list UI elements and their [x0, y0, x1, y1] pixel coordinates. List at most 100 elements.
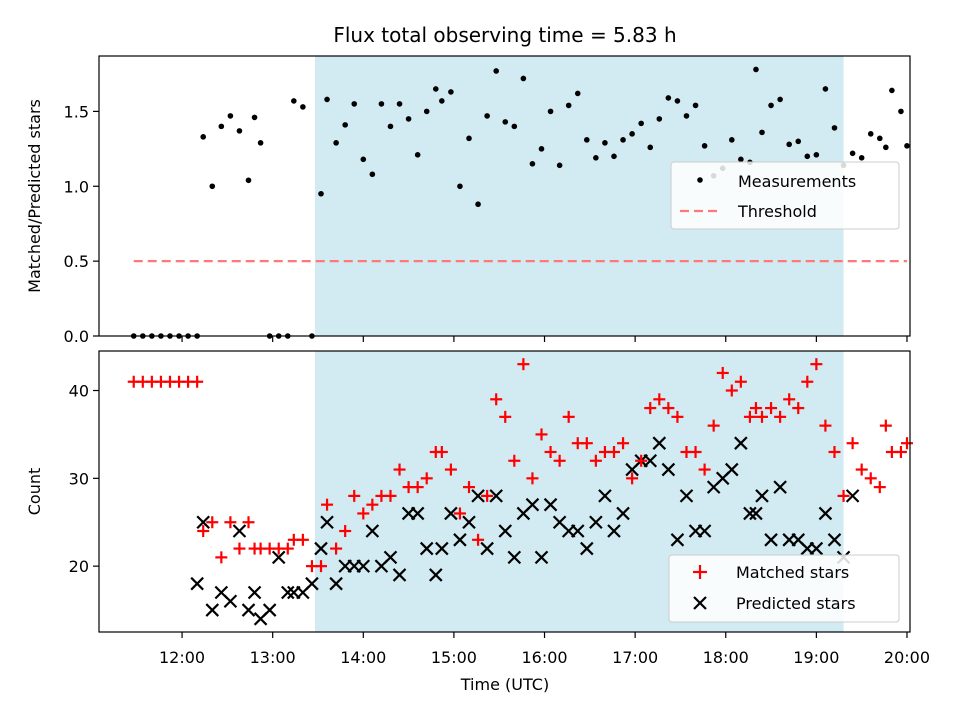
measurement-point: [556, 162, 563, 169]
measurement-point: [547, 108, 554, 115]
matched-stars-point: [810, 358, 823, 371]
matched-stars-point: [411, 481, 424, 494]
bottom-legend: Matched stars Predicted stars: [668, 554, 900, 623]
measurement-point: [611, 153, 617, 160]
matched-stars-point: [671, 410, 684, 423]
predicted-stars-point: [616, 506, 630, 521]
xtick-label: 19:00: [793, 648, 839, 667]
measurement-point: [333, 140, 339, 146]
measurement-point: [620, 137, 626, 143]
xtick-label: 20:00: [884, 648, 930, 667]
predicted-stars-point: [205, 603, 220, 617]
measurement-point: [360, 156, 367, 163]
measurement-point: [511, 123, 518, 130]
top-legend: Measurements Threshold: [670, 161, 900, 230]
xtick-label: 14:00: [340, 648, 386, 667]
matched-stars-points: [127, 358, 913, 573]
measurement-point: [822, 86, 829, 92]
predicted-stars-point: [607, 524, 621, 538]
predicted-stars-point: [241, 603, 256, 617]
predicted-stars-point: [679, 489, 694, 503]
measurement-point: [396, 101, 403, 107]
measurement-point: [701, 143, 708, 149]
matched-stars-point: [617, 437, 630, 450]
measurement-point: [414, 152, 421, 158]
measurement-point: [227, 113, 234, 119]
matched-stars-point: [339, 525, 352, 538]
measurement-point: [858, 155, 865, 161]
matched-stars-point: [384, 489, 397, 502]
predicted-stars-point: [652, 436, 667, 450]
xtick-label: 12:00: [159, 648, 205, 667]
measurement-point: [209, 183, 216, 190]
top-panel: 0.0 0.5 1.0 1.5 Matched/Predicted stars Mea…: [25, 55, 911, 346]
matched-stars-point: [393, 463, 406, 476]
predicted-stars-point: [262, 603, 277, 617]
measurement-point: [245, 177, 252, 184]
matched-stars-point: [689, 445, 702, 458]
measurement-point: [804, 153, 811, 160]
matched-stars-point: [315, 560, 328, 573]
matched-stars-point: [755, 410, 768, 423]
predicted-stars-point: [543, 497, 558, 512]
matched-stars-point: [357, 507, 370, 520]
figure-title: Flux total observing time = 5.83 h: [333, 23, 676, 47]
measurement-point: [257, 140, 264, 146]
legend-measurements-marker: [697, 177, 703, 183]
measurement-point: [300, 104, 306, 110]
matched-stars-point: [873, 481, 886, 494]
matched-stars-point: [348, 489, 361, 502]
measurement-point: [342, 122, 348, 128]
bottom-y-axis-label: Count: [25, 468, 44, 516]
measurement-point: [904, 143, 910, 149]
measurement-point: [236, 128, 243, 134]
matched-stars-point: [828, 445, 841, 458]
bot-ytick-label: 20: [69, 557, 89, 576]
measurement-point: [538, 146, 545, 152]
predicted-stars-point: [383, 550, 398, 565]
predicted-stars-point: [507, 550, 522, 565]
measurement-point: [439, 98, 445, 104]
top-y-axis-label: Matched/Predicted stars: [25, 99, 44, 293]
predicted-stars-point: [435, 541, 449, 556]
measurement-point: [898, 108, 904, 115]
matched-stars-point: [562, 410, 575, 423]
matched-stars-point: [553, 454, 566, 467]
matched-stars-point: [900, 437, 913, 450]
predicted-stars-point: [392, 568, 407, 582]
matched-stars-point: [819, 419, 832, 432]
xtick-label: 16:00: [521, 648, 567, 667]
measurement-point: [466, 135, 472, 142]
matched-stars-point: [837, 489, 850, 502]
predicted-stars-point: [764, 533, 778, 547]
matched-stars-point: [206, 516, 219, 529]
measurement-point: [565, 102, 572, 109]
matched-stars-point: [499, 410, 512, 423]
matched-stars-point: [490, 393, 503, 406]
bottom-x-ticks: 12:00 13:00 14:00 15:00 16:00 17:00 18:00 19:00…: [159, 632, 930, 667]
matched-stars-point: [420, 472, 433, 485]
measurement-point: [432, 86, 439, 92]
matched-stars-point: [774, 410, 787, 423]
top-ytick-label: 0.5: [64, 252, 89, 271]
predicted-stars-point: [570, 524, 585, 538]
matched-stars-point: [472, 533, 485, 546]
predicted-stars-point: [471, 489, 485, 503]
bottom-axes-frame: [98, 350, 911, 633]
predicted-stars-point: [329, 576, 343, 591]
legend-predicted-label: Predicted stars: [736, 594, 856, 613]
matched-stars-point: [296, 533, 309, 546]
matched-stars-point: [233, 542, 246, 555]
measurement-point: [423, 108, 430, 115]
measurement-point: [647, 144, 654, 151]
predicted-stars-point: [281, 585, 295, 600]
top-ytick-label: 1.5: [64, 102, 89, 121]
predicted-stars-point: [697, 524, 712, 538]
matched-stars-point: [224, 516, 237, 529]
matched-stars-point: [535, 428, 548, 441]
measurement-point: [629, 131, 635, 137]
predicted-stars-point: [356, 559, 371, 573]
measurement-point: [786, 141, 792, 148]
matched-stars-point: [517, 358, 530, 371]
matched-stars-point: [644, 402, 657, 415]
